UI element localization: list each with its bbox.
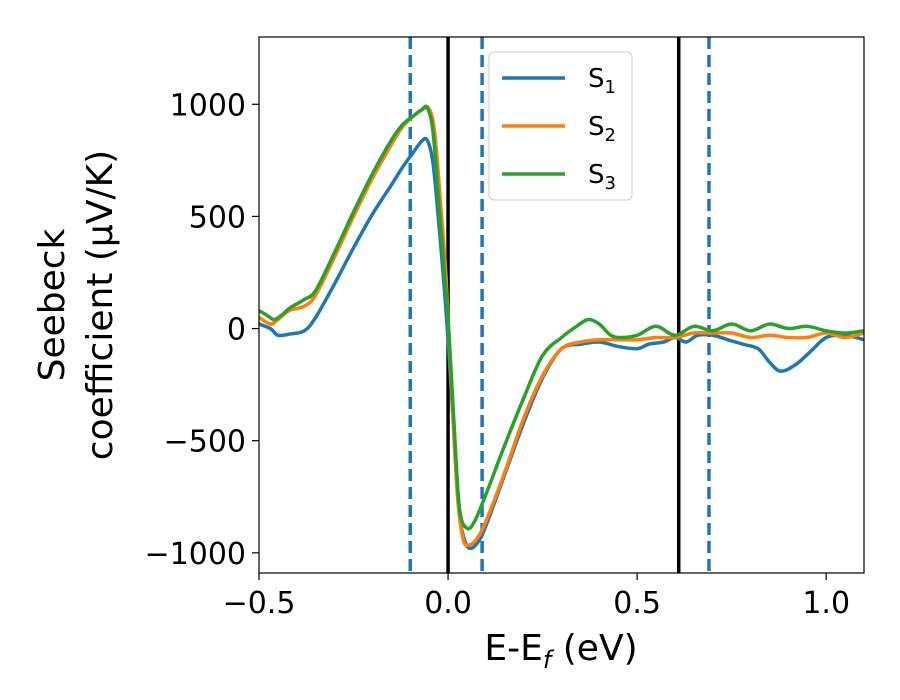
x-tick-label: −0.5 — [223, 586, 296, 621]
y-tick-label: −1000 — [145, 537, 246, 572]
series-lines — [259, 104, 864, 551]
legend: S1 S2 S3 — [488, 51, 633, 201]
x-tick-label: 0.0 — [424, 586, 472, 621]
y-tick-label: 1000 — [170, 88, 246, 123]
series-line-2 — [259, 105, 864, 548]
plot-frame — [258, 36, 865, 574]
legend-label-3: S3 — [588, 160, 616, 194]
x-tick-label: 1.0 — [802, 586, 850, 621]
x-tick-label: 0.5 — [613, 586, 661, 621]
y-axis: −1000 −500 0 500 1000 — [145, 88, 259, 572]
legend-label-1: S1 — [588, 64, 616, 98]
y-axis-label-line1: Seebeck — [32, 228, 73, 381]
y-tick-label: −500 — [164, 425, 246, 460]
legend-label-2: S2 — [588, 112, 616, 146]
x-axis: −0.5 0.0 0.5 1.0 — [223, 573, 850, 621]
y-tick-label: 0 — [227, 313, 246, 348]
y-axis-label-line2: coefficient (μV/K) — [80, 150, 121, 460]
series-line-3 — [259, 104, 864, 531]
x-axis-label: E-Ef (eV) — [484, 628, 637, 674]
y-tick-label: 500 — [189, 200, 246, 235]
